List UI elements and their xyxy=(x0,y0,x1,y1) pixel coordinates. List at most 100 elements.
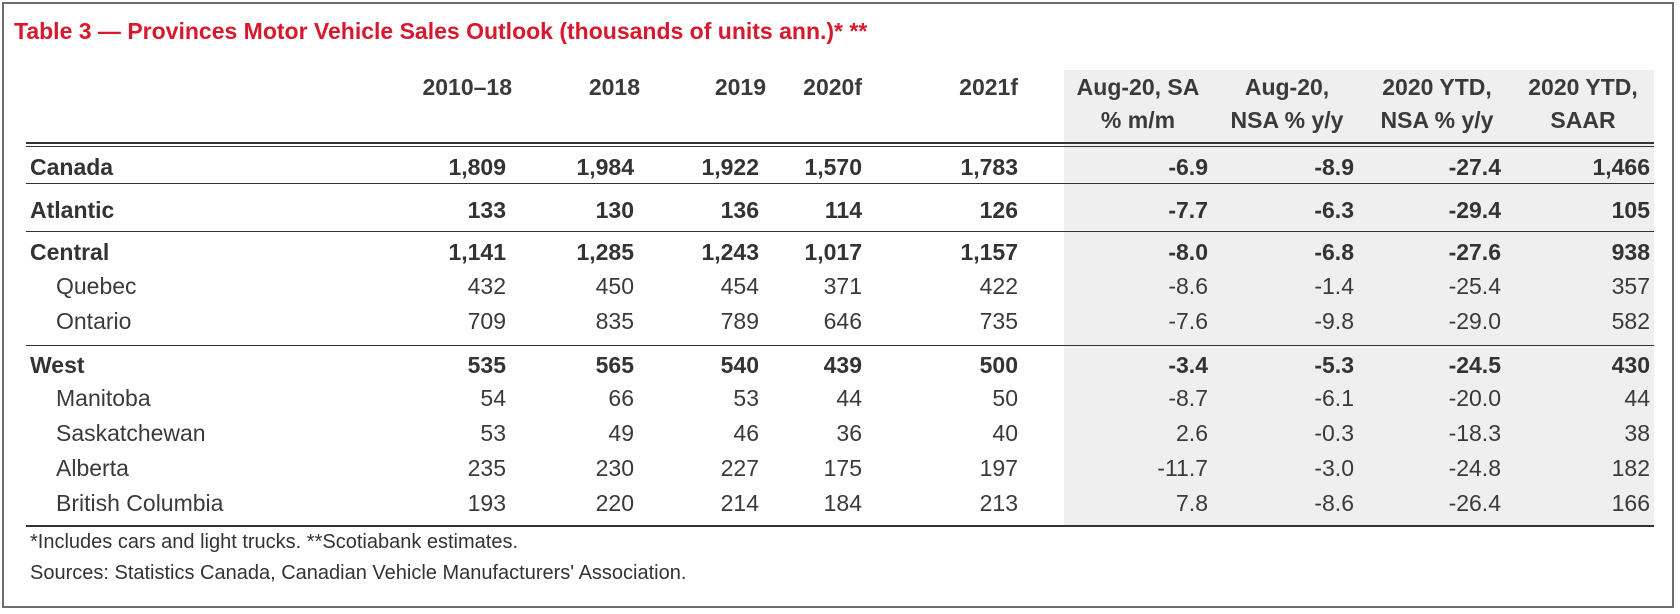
table-cell: 197 xyxy=(979,455,1018,481)
table-cell: 439 xyxy=(823,352,862,378)
table-cell: -0.3 xyxy=(1314,420,1354,446)
table-bottom-rule xyxy=(26,525,1654,527)
table-cell: -6.1 xyxy=(1314,385,1354,411)
table-cell: -5.3 xyxy=(1314,352,1354,378)
table-cell: 44 xyxy=(836,385,862,411)
table-cell: 2.6 xyxy=(1176,420,1208,446)
table-cell: 133 xyxy=(467,197,506,223)
column-header: Aug-20, NSA % y/y xyxy=(1212,71,1362,137)
table-row: British Columbia 193 220 214 184 213 7.8… xyxy=(0,487,1680,519)
table-cell: -8.6 xyxy=(1314,490,1354,516)
table-cell: 49 xyxy=(608,420,634,446)
header-rule-bottom xyxy=(26,146,1654,147)
column-header-line1: 2010–18 xyxy=(422,74,512,100)
footnote: *Includes cars and light trucks. **Scoti… xyxy=(30,531,519,553)
table-cell: -6.8 xyxy=(1314,239,1354,265)
table-title: Table 3 — Provinces Motor Vehicle Sales … xyxy=(14,18,868,44)
table-cell: -7.7 xyxy=(1168,197,1208,223)
table-row: Manitoba 54 66 53 44 50 -8.7 -6.1 -20.0 … xyxy=(0,382,1680,414)
table-cell: -24.8 xyxy=(1448,455,1501,481)
table-cell: 1,809 xyxy=(448,154,506,180)
row-label: Saskatchewan xyxy=(56,420,206,446)
table-cell: 193 xyxy=(467,490,506,516)
table-cell: 1,157 xyxy=(960,239,1018,265)
table-cell: 1,285 xyxy=(576,239,634,265)
table-cell: -27.4 xyxy=(1448,154,1501,180)
table-cell: 357 xyxy=(1611,273,1650,299)
table-cell: 432 xyxy=(467,273,506,299)
table-cell: -8.7 xyxy=(1168,385,1208,411)
table-cell: 66 xyxy=(608,385,634,411)
column-header: Aug-20, SA % m/m xyxy=(1064,71,1212,137)
table-cell: -1.4 xyxy=(1314,273,1354,299)
table-cell: 36 xyxy=(836,420,862,446)
table-cell: 1,922 xyxy=(701,154,759,180)
column-header-line1: Aug-20, SA xyxy=(1076,74,1200,100)
column-header: 2021f xyxy=(959,71,1018,104)
table-row: Quebec 432 450 454 371 422 -8.6 -1.4 -25… xyxy=(0,270,1680,302)
table-cell: 1,984 xyxy=(576,154,634,180)
table-cell: 230 xyxy=(595,455,634,481)
table-cell: 582 xyxy=(1611,308,1650,334)
table-row: Atlantic 133 130 136 114 126 -7.7 -6.3 -… xyxy=(0,194,1680,226)
table-cell: 53 xyxy=(480,420,506,446)
row-label: Central xyxy=(30,239,110,265)
table-cell: 789 xyxy=(720,308,759,334)
table-row: Saskatchewan 53 49 46 36 40 2.6 -0.3 -18… xyxy=(0,417,1680,449)
table-cell: 371 xyxy=(823,273,862,299)
table-cell: -11.7 xyxy=(1157,455,1208,481)
table-cell: 500 xyxy=(979,352,1018,378)
table-cell: -26.4 xyxy=(1448,490,1501,516)
section-rule xyxy=(26,345,1654,346)
table-cell: -8.9 xyxy=(1314,154,1354,180)
table-cell: 53 xyxy=(733,385,759,411)
table-cell: 44 xyxy=(1624,385,1650,411)
table-cell: 454 xyxy=(720,273,759,299)
source-note: Sources: Statistics Canada, Canadian Veh… xyxy=(30,562,687,584)
table-cell: 835 xyxy=(595,308,634,334)
table-cell: -3.0 xyxy=(1314,455,1354,481)
column-header-line1: 2018 xyxy=(588,74,640,100)
row-label: Quebec xyxy=(56,273,137,299)
column-header: 2018 xyxy=(589,71,640,104)
table-cell: 709 xyxy=(467,308,506,334)
table-cell: 7.8 xyxy=(1176,490,1208,516)
table-cell: 182 xyxy=(1611,455,1650,481)
table-cell: 54 xyxy=(480,385,506,411)
row-label: Canada xyxy=(30,154,114,180)
table-cell: -6.9 xyxy=(1168,154,1208,180)
table-cell: -6.3 xyxy=(1314,197,1354,223)
table-cell: -18.3 xyxy=(1448,420,1501,446)
table-cell: -20.0 xyxy=(1448,385,1501,411)
table-cell: 735 xyxy=(979,308,1018,334)
table-cell: 1,570 xyxy=(804,154,862,180)
column-header-line1: 2019 xyxy=(714,74,766,100)
row-label: British Columbia xyxy=(56,490,224,516)
table-cell: 227 xyxy=(720,455,759,481)
column-header-line2: NSA % y/y xyxy=(1230,107,1344,133)
table-cell: 220 xyxy=(595,490,634,516)
column-header: 2020f xyxy=(803,71,862,104)
column-header-line1: 2021f xyxy=(959,74,1018,100)
row-label: West xyxy=(30,352,85,378)
section-rule xyxy=(26,231,1654,232)
column-header: 2020 YTD, NSA % y/y xyxy=(1362,71,1512,137)
table-cell: 130 xyxy=(595,197,634,223)
table-cell: 38 xyxy=(1624,420,1650,446)
table-cell: 1,141 xyxy=(448,239,506,265)
row-label: Alberta xyxy=(56,455,129,481)
table-cell: 136 xyxy=(720,197,759,223)
row-label: Ontario xyxy=(56,308,132,334)
table-cell: 646 xyxy=(823,308,862,334)
table-cell: -9.8 xyxy=(1314,308,1354,334)
table-cell: -3.4 xyxy=(1168,352,1208,378)
header-rule-top xyxy=(26,142,1654,144)
column-header: 2020 YTD, SAAR xyxy=(1512,71,1654,137)
table-cell: -29.4 xyxy=(1448,197,1501,223)
table-cell: 1,466 xyxy=(1592,154,1650,180)
row-label: Atlantic xyxy=(30,197,115,223)
column-header: 2019 xyxy=(715,71,766,104)
column-header: 2010–18 xyxy=(422,71,512,104)
column-header-line1: 2020 YTD, xyxy=(1528,74,1638,100)
